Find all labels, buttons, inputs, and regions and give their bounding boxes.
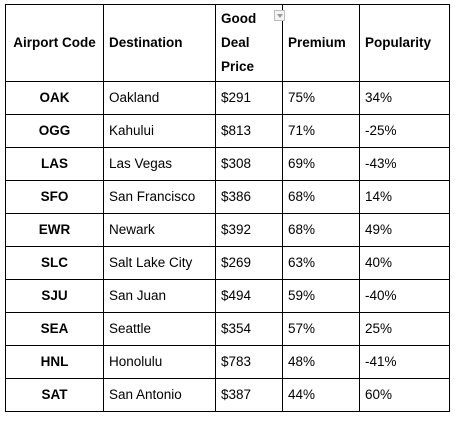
- cell-popularity: -40%: [359, 279, 450, 313]
- header-price-label: Good Deal Price: [221, 7, 285, 79]
- cell-premium: 44%: [282, 378, 360, 412]
- table-row: HNL Honolulu $783 48% -41%: [5, 345, 450, 379]
- cell-premium: 69%: [282, 147, 360, 181]
- cell-destination: Kahului: [103, 114, 216, 148]
- header-good-deal-price[interactable]: Good Deal Price: [215, 4, 285, 82]
- cell-destination: Oakland: [103, 81, 216, 115]
- table-row: SFO San Francisco $386 68% 14%: [5, 180, 450, 214]
- cell-price: $783: [215, 345, 283, 379]
- header-airport-code[interactable]: Airport Code: [5, 4, 104, 82]
- table-row: SJU San Juan $494 59% -40%: [5, 279, 450, 313]
- cell-destination: Honolulu: [103, 345, 216, 379]
- table-row: SLC Salt Lake City $269 63% 40%: [5, 246, 450, 280]
- table-header: Airport Code Destination Good Deal Price…: [5, 4, 450, 82]
- cell-price: $269: [215, 246, 283, 280]
- table-row: OAK Oakland $291 75% 34%: [5, 81, 450, 115]
- dropdown-arrow-icon[interactable]: [274, 10, 285, 21]
- header-price-line-3: Price: [221, 59, 255, 74]
- cell-popularity: 25%: [359, 312, 450, 346]
- cell-premium: 63%: [282, 246, 360, 280]
- cell-price: $387: [215, 378, 283, 412]
- cell-airport-code: SAT: [5, 378, 104, 412]
- header-premium[interactable]: Premium: [282, 4, 360, 82]
- cell-popularity: 40%: [359, 246, 450, 280]
- header-price-line-2: Deal: [221, 35, 250, 50]
- table-row: LAS Las Vegas $308 69% -43%: [5, 147, 450, 181]
- cell-price: $392: [215, 213, 283, 247]
- deals-table: Airport Code Destination Good Deal Price…: [5, 4, 450, 412]
- table-row: SAT San Antonio $387 44% 60%: [5, 378, 450, 412]
- cell-premium: 75%: [282, 81, 360, 115]
- cell-popularity: 60%: [359, 378, 450, 412]
- header-price-line-1: Good: [221, 11, 257, 26]
- table-row: EWR Newark $392 68% 49%: [5, 213, 450, 247]
- header-destination[interactable]: Destination: [103, 4, 216, 82]
- cell-destination: San Juan: [103, 279, 216, 313]
- cell-price: $813: [215, 114, 283, 148]
- header-row: Airport Code Destination Good Deal Price…: [5, 4, 450, 82]
- cell-airport-code: LAS: [5, 147, 104, 181]
- cell-destination: Salt Lake City: [103, 246, 216, 280]
- cell-airport-code: SFO: [5, 180, 104, 214]
- cell-price: $354: [215, 312, 283, 346]
- cell-price: $386: [215, 180, 283, 214]
- cell-premium: 59%: [282, 279, 360, 313]
- table-container: Airport Code Destination Good Deal Price…: [5, 4, 450, 412]
- cell-airport-code: SJU: [5, 279, 104, 313]
- cell-premium: 48%: [282, 345, 360, 379]
- cell-airport-code: SLC: [5, 246, 104, 280]
- cell-popularity: -25%: [359, 114, 450, 148]
- cell-destination: Seattle: [103, 312, 216, 346]
- cell-airport-code: SEA: [5, 312, 104, 346]
- table-row: OGG Kahului $813 71% -25%: [5, 114, 450, 148]
- header-popularity[interactable]: Popularity: [359, 4, 450, 82]
- cell-premium: 68%: [282, 180, 360, 214]
- cell-destination: Las Vegas: [103, 147, 216, 181]
- cell-price: $291: [215, 81, 283, 115]
- cell-destination: San Francisco: [103, 180, 216, 214]
- cell-destination: San Antonio: [103, 378, 216, 412]
- cell-popularity: -43%: [359, 147, 450, 181]
- cell-popularity: 14%: [359, 180, 450, 214]
- cell-price: $308: [215, 147, 283, 181]
- cell-premium: 68%: [282, 213, 360, 247]
- cell-price: $494: [215, 279, 283, 313]
- cell-premium: 71%: [282, 114, 360, 148]
- cell-popularity: 49%: [359, 213, 450, 247]
- table-body: OAK Oakland $291 75% 34% OGG Kahului $813 71% -25…: [5, 81, 450, 412]
- cell-popularity: -41%: [359, 345, 450, 379]
- table-row: SEA Seattle $354 57% 25%: [5, 312, 450, 346]
- cell-destination: Newark: [103, 213, 216, 247]
- cell-premium: 57%: [282, 312, 360, 346]
- cell-popularity: 34%: [359, 81, 450, 115]
- cell-airport-code: OAK: [5, 81, 104, 115]
- cell-airport-code: OGG: [5, 114, 104, 148]
- cell-airport-code: EWR: [5, 213, 104, 247]
- cell-airport-code: HNL: [5, 345, 104, 379]
